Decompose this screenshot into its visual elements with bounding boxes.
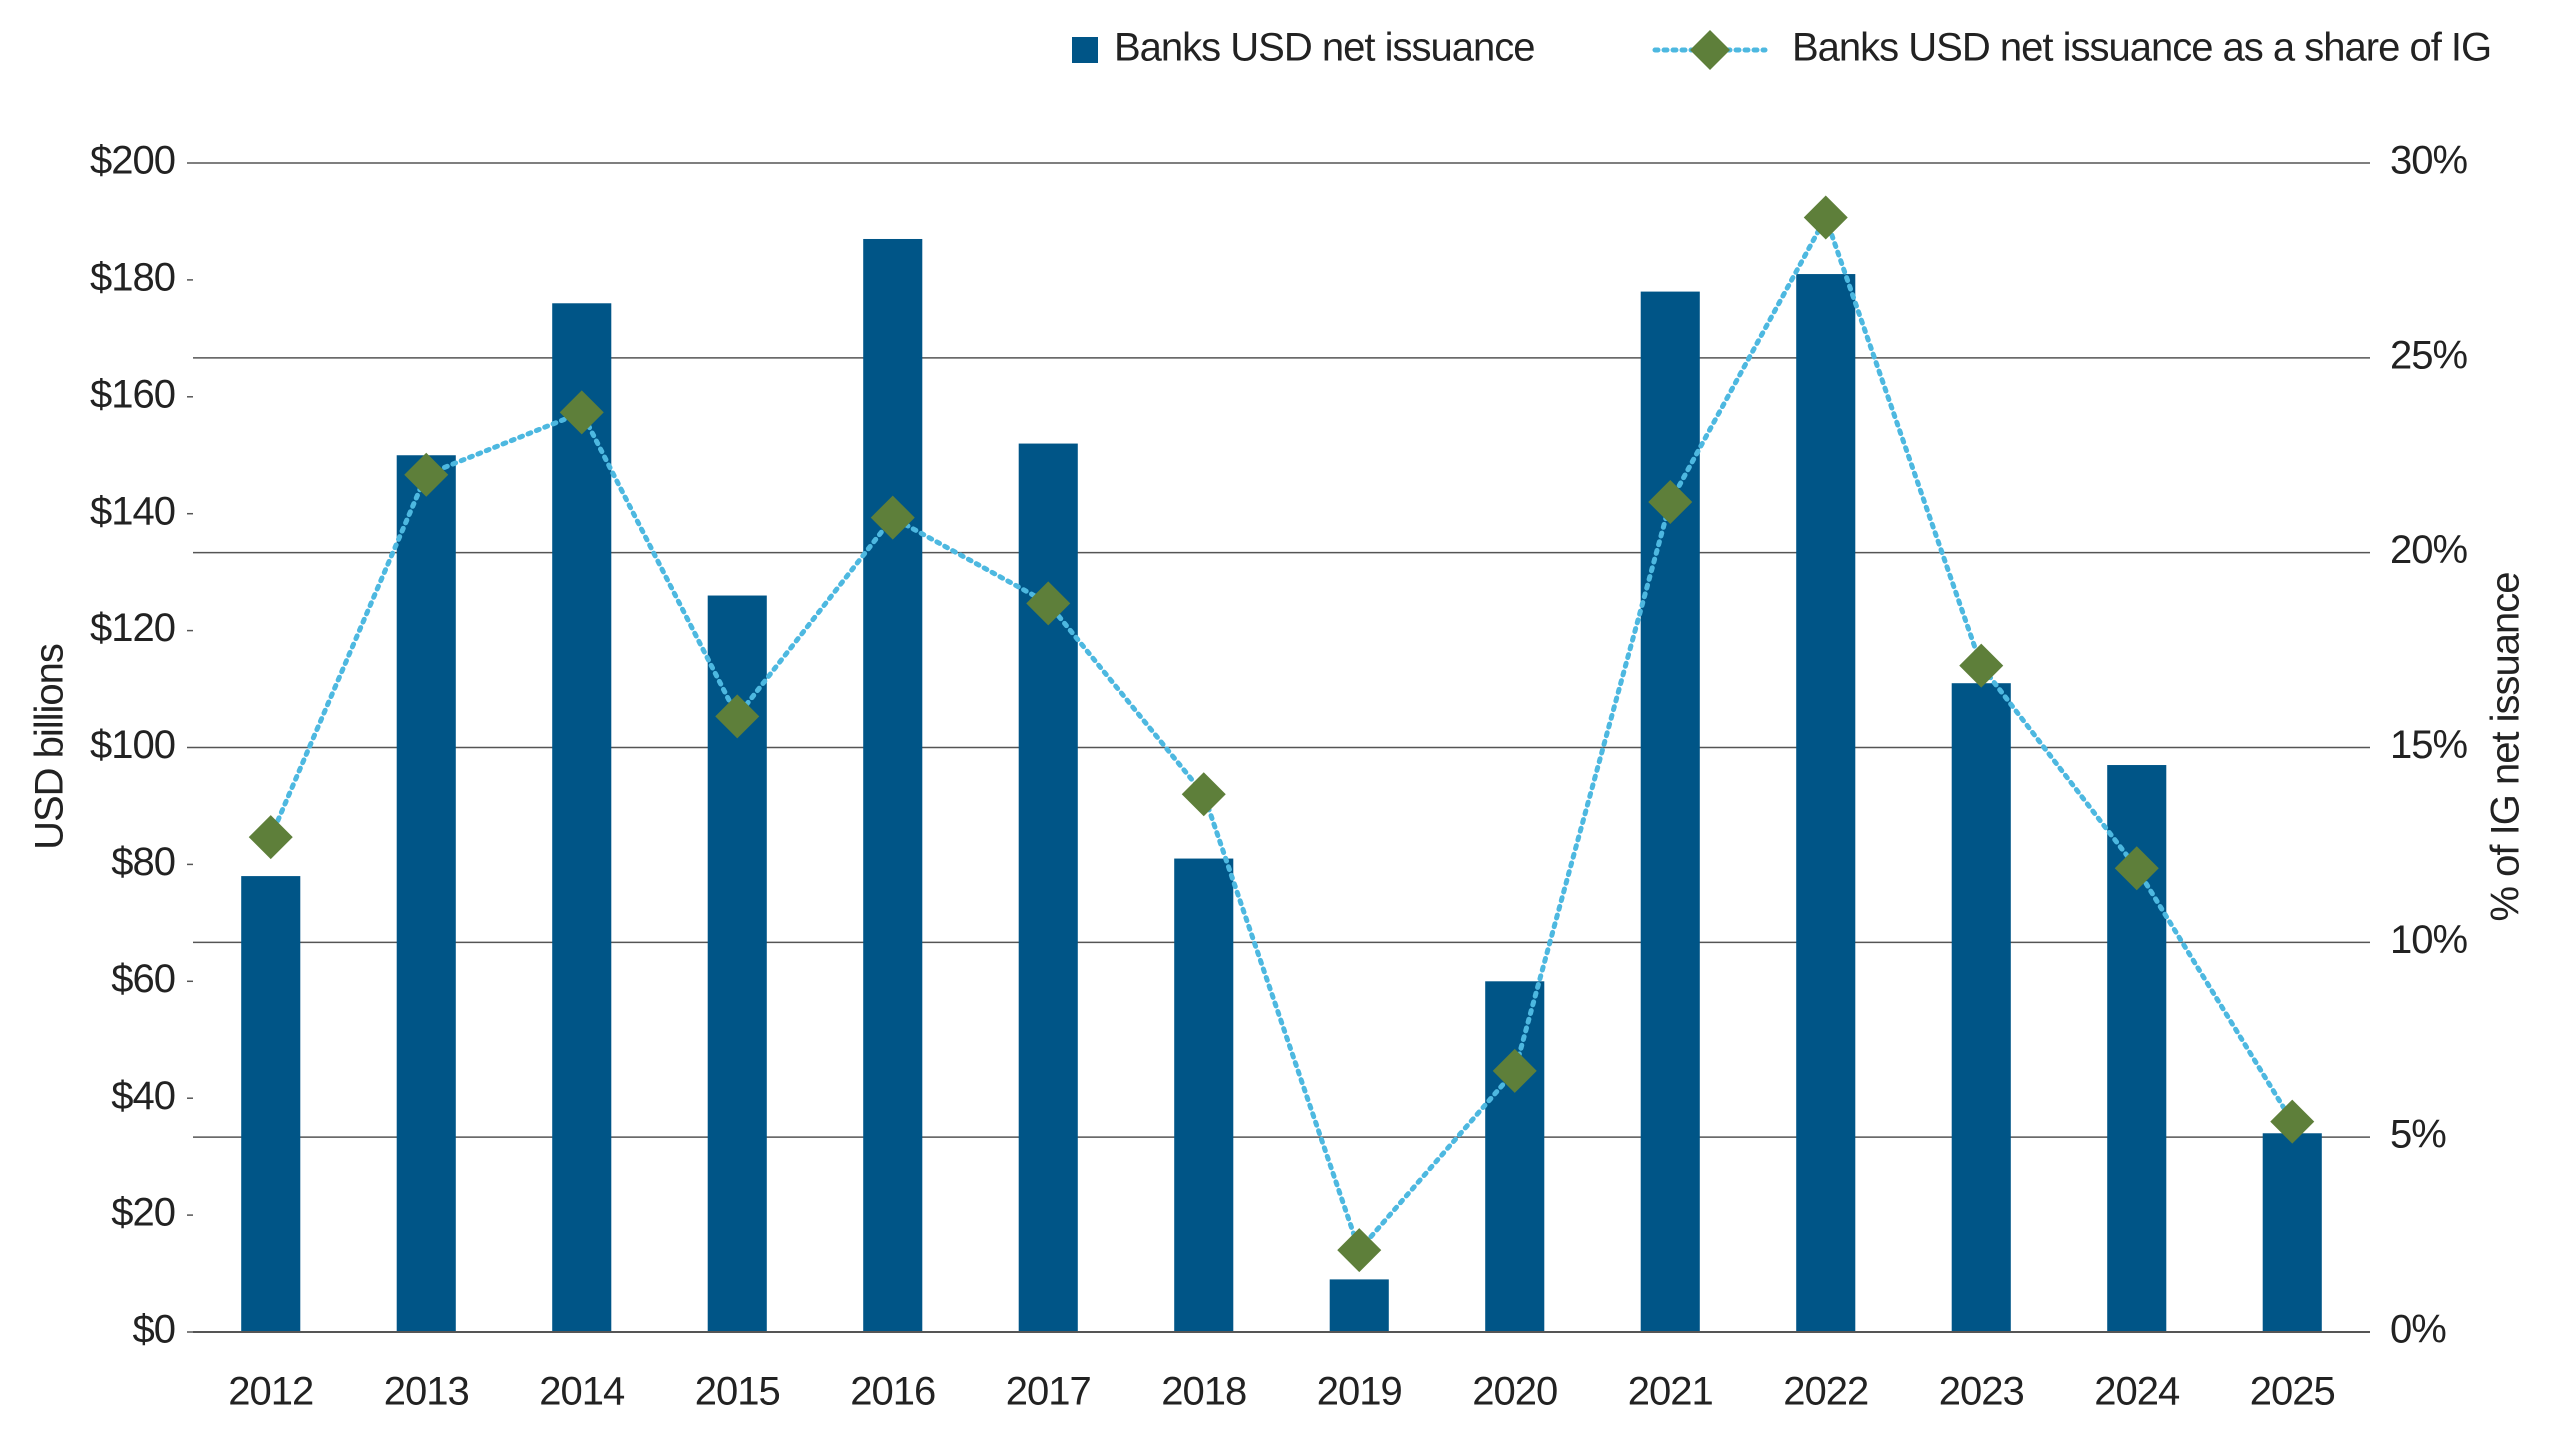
marker	[715, 694, 760, 739]
marker	[870, 495, 915, 540]
bar	[1951, 683, 2011, 1332]
y2-tick-label: 25%	[2390, 333, 2467, 377]
marker	[1337, 1228, 1382, 1273]
x-tick-label: 2015	[695, 1370, 780, 1414]
legend-label: Banks USD net issuance	[1114, 26, 1534, 70]
bar	[2262, 1133, 2322, 1332]
marker	[248, 815, 293, 860]
marker	[1959, 643, 2004, 688]
x-tick-label: 2016	[850, 1370, 935, 1414]
y-tick-label: $200	[90, 139, 175, 183]
y-tick-label: $100	[90, 723, 175, 767]
bar	[1329, 1279, 1389, 1332]
y-tick-label: $160	[90, 372, 175, 416]
x-tick-label: 2021	[1628, 1370, 1713, 1414]
bar	[396, 455, 456, 1332]
y2-tick-label: 30%	[2390, 139, 2467, 183]
y-tick-label: $140	[90, 489, 175, 533]
legend-swatch	[1072, 37, 1098, 63]
legend-label: Banks USD net issuance as a share of IG	[1792, 26, 2491, 70]
y2-tick-label: 5%	[2390, 1113, 2446, 1157]
bar	[863, 238, 923, 1333]
x-tick-label: 2023	[1939, 1370, 2024, 1414]
y-tick-label: $120	[90, 606, 175, 650]
bar	[1485, 981, 1545, 1332]
bar	[1796, 274, 1856, 1333]
marker	[404, 452, 449, 497]
y2-tick-label: 10%	[2390, 918, 2467, 962]
marker	[1803, 195, 1848, 240]
marker	[1181, 772, 1226, 817]
x-tick-label: 2020	[1472, 1370, 1557, 1414]
marker	[1648, 480, 1693, 525]
bar	[1174, 858, 1234, 1332]
y-tick-label: $20	[111, 1191, 175, 1235]
bar	[241, 876, 301, 1332]
x-tick-label: 2025	[2250, 1370, 2335, 1414]
marker	[559, 390, 604, 435]
y-tick-label: $180	[90, 255, 175, 299]
y2-axis-label: % of IG net issuance	[2484, 572, 2528, 921]
marker	[2114, 846, 2159, 891]
x-tick-label: 2017	[1006, 1370, 1091, 1414]
marker	[1492, 1048, 1537, 1093]
x-tick-label: 2022	[1783, 1370, 1868, 1414]
x-tick-label: 2019	[1317, 1370, 1402, 1414]
y-tick-label: $0	[133, 1308, 176, 1352]
y2-tick-label: 15%	[2390, 723, 2467, 767]
y-axis-label: USD billions	[28, 644, 72, 850]
bar	[1018, 443, 1078, 1332]
x-tick-label: 2018	[1161, 1370, 1246, 1414]
line	[268, 211, 2295, 1256]
x-tick-label: 2012	[228, 1370, 313, 1414]
y2-tick-label: 20%	[2390, 528, 2467, 572]
y-tick-label: $80	[111, 840, 175, 884]
y2-tick-label: 0%	[2390, 1308, 2446, 1352]
x-tick-label: 2024	[2094, 1370, 2180, 1414]
y-tick-label: $40	[111, 1074, 175, 1118]
y-tick-label: $60	[111, 957, 175, 1001]
x-tick-label: 2013	[384, 1370, 469, 1414]
x-tick-label: 2014	[539, 1370, 625, 1414]
bar	[552, 303, 612, 1332]
marker	[2270, 1099, 2315, 1144]
bar	[1640, 291, 1700, 1333]
legend-marker	[1690, 30, 1730, 70]
marker	[1026, 581, 1071, 626]
